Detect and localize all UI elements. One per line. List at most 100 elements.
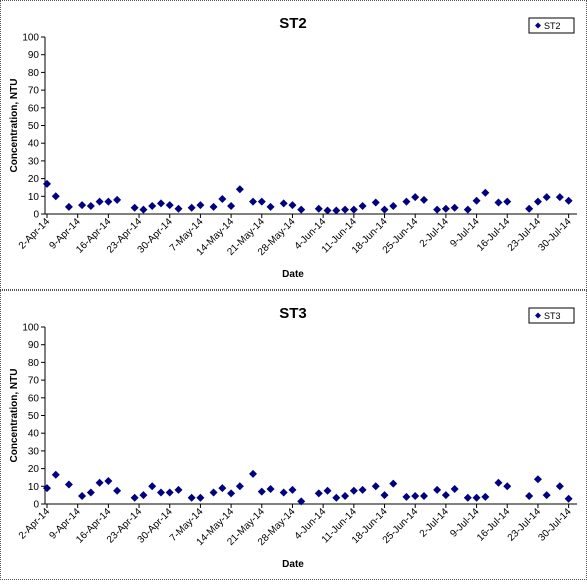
data-point	[130, 203, 139, 212]
data-point	[209, 202, 218, 211]
y-tick-label: 90	[28, 340, 40, 351]
data-point	[494, 198, 503, 207]
data-point	[257, 487, 266, 496]
y-tick-label: 50	[28, 411, 40, 422]
data-point	[433, 485, 442, 494]
data-point	[542, 193, 551, 202]
data-point	[174, 204, 183, 213]
data-point	[332, 493, 341, 502]
data-point	[314, 204, 323, 213]
data-point	[113, 195, 122, 204]
data-point	[533, 475, 542, 484]
data-point	[323, 486, 332, 495]
data-point	[78, 201, 87, 210]
chart: ST301020304050607080901002-Apr-149-Apr-1…	[9, 305, 577, 570]
data-point	[187, 203, 196, 212]
data-point	[86, 488, 95, 497]
data-point	[349, 205, 358, 214]
data-point	[463, 493, 472, 502]
y-tick-label: 10	[28, 192, 40, 203]
y-tick-label: 20	[28, 174, 40, 185]
data-point	[450, 484, 459, 493]
data-point	[481, 188, 490, 197]
data-point	[341, 492, 350, 501]
data-point	[43, 484, 51, 493]
data-point	[288, 201, 297, 210]
data-point	[218, 484, 227, 493]
legend-box	[528, 17, 575, 34]
data-point	[139, 205, 148, 214]
data-point	[358, 202, 367, 211]
x-tick-label: 2-Jul-14	[418, 216, 452, 250]
y-tick-label: 40	[28, 139, 40, 150]
data-point	[419, 195, 428, 204]
data-point	[525, 492, 534, 501]
data-point	[148, 202, 157, 211]
data-point	[43, 179, 51, 188]
data-point	[555, 193, 564, 202]
data-point	[104, 197, 113, 206]
data-point	[95, 197, 104, 206]
x-tick-label: 2-Apr-14	[17, 216, 53, 252]
x-tick-label: 2-Apr-14	[17, 506, 53, 542]
data-point	[564, 494, 573, 503]
data-point	[174, 485, 183, 494]
data-point	[564, 196, 573, 205]
chart-title: ST2	[279, 15, 307, 32]
y-tick-label: 0	[33, 210, 39, 221]
data-point	[279, 199, 288, 208]
data-point	[481, 492, 490, 501]
data-point	[533, 197, 542, 206]
legend-box	[528, 307, 575, 324]
data-point	[542, 491, 551, 500]
y-tick-label: 70	[28, 376, 40, 387]
y-tick-label: 30	[28, 156, 40, 167]
data-point	[380, 205, 389, 214]
data-point	[332, 206, 341, 215]
data-point	[86, 202, 95, 211]
legend-marker	[535, 312, 541, 319]
data-point	[196, 201, 205, 210]
data-point	[472, 493, 481, 502]
data-point	[380, 491, 389, 500]
legend-marker	[535, 22, 541, 29]
data-point	[148, 482, 157, 491]
data-point	[156, 199, 165, 208]
data-point	[209, 488, 218, 497]
chart-panel: ST2 0 10 20 30 40 50 60 70 80 90 100 2-Apr-14 9-Apr-1…	[0, 0, 587, 290]
x-axis-label: Date	[282, 559, 304, 570]
data-point	[227, 202, 236, 211]
data-point	[113, 486, 122, 495]
data-point	[165, 488, 174, 497]
data-point	[341, 205, 350, 214]
data-point	[503, 197, 512, 206]
data-point	[419, 492, 428, 501]
data-point	[187, 493, 196, 502]
data-point	[266, 202, 275, 211]
data-point	[433, 205, 442, 214]
data-point	[402, 492, 411, 501]
data-point	[450, 203, 459, 212]
data-point	[555, 482, 564, 491]
data-point	[165, 201, 174, 210]
x-tick-label: 30-Jul-14	[536, 506, 574, 544]
x-tick-label: 30-Jul-14	[536, 216, 574, 254]
data-point	[411, 492, 420, 501]
data-point	[266, 484, 275, 493]
data-point	[402, 197, 411, 206]
data-point	[218, 194, 227, 203]
legend-label: ST3	[544, 311, 561, 321]
data-point	[249, 197, 258, 206]
data-point	[95, 478, 104, 487]
y-tick-label: 60	[28, 393, 40, 404]
data-point	[297, 497, 306, 506]
y-axis-label: Concentration, NTU	[9, 79, 20, 173]
data-point	[389, 479, 398, 488]
chart: ST201020304050607080901002-Apr-149-Apr-1…	[9, 15, 577, 280]
data-point	[156, 488, 165, 497]
y-tick-label: 30	[28, 446, 40, 457]
data-point	[51, 192, 60, 201]
y-tick-label: 10	[28, 482, 40, 493]
data-point	[64, 202, 73, 211]
y-tick-label: 100	[22, 323, 39, 334]
